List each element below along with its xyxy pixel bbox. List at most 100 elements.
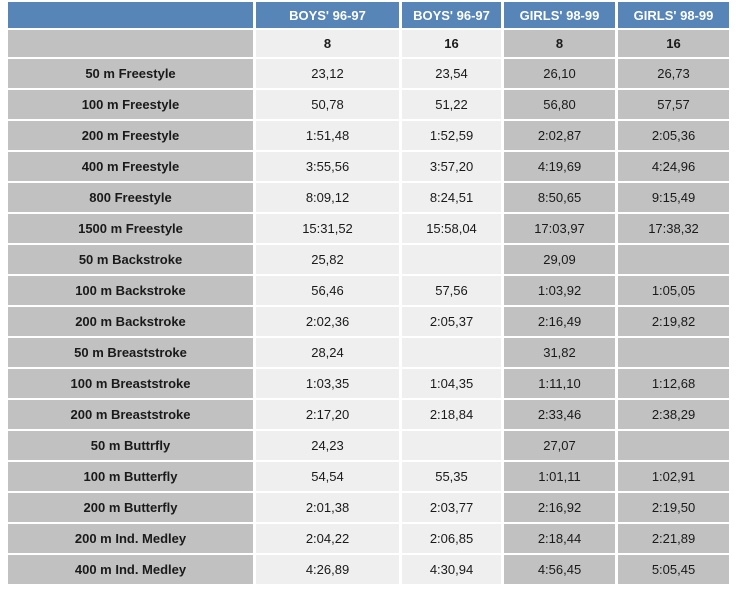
time-cell: 8:50,65 — [504, 183, 615, 212]
event-label: 800 Freestyle — [8, 183, 253, 212]
time-cell: 2:03,77 — [402, 493, 501, 522]
event-label: 200 m Breaststroke — [8, 400, 253, 429]
group-header-row: BOYS' 96-97 BOYS' 96-97 GIRLS' 98-99 GIR… — [8, 2, 729, 28]
time-cell: 1:11,10 — [504, 369, 615, 398]
table-row: 800 Freestyle 8:09,12 8:24,51 8:50,65 9:… — [8, 183, 729, 212]
time-cell: 2:18,84 — [402, 400, 501, 429]
event-label: 100 m Breaststroke — [8, 369, 253, 398]
table-row: 200 m Butterfly 2:01,38 2:03,77 2:16,92 … — [8, 493, 729, 522]
time-cell: 17:38,32 — [618, 214, 729, 243]
time-cell: 2:05,36 — [618, 121, 729, 150]
time-cell: 4:56,45 — [504, 555, 615, 584]
time-cell: 2:16,92 — [504, 493, 615, 522]
age-header-row: 8 16 8 16 — [8, 30, 729, 57]
event-label: 200 m Freestyle — [8, 121, 253, 150]
time-cell: 55,35 — [402, 462, 501, 491]
time-cell: 56,80 — [504, 90, 615, 119]
table-row: 200 m Freestyle 1:51,48 1:52,59 2:02,87 … — [8, 121, 729, 150]
time-cell: 56,46 — [256, 276, 399, 305]
table-row: 200 m Breaststroke 2:17,20 2:18,84 2:33,… — [8, 400, 729, 429]
event-label: 50 m Breaststroke — [8, 338, 253, 367]
time-cell — [618, 431, 729, 460]
time-cell: 4:24,96 — [618, 152, 729, 181]
event-label: 50 m Backstroke — [8, 245, 253, 274]
table-row: 50 m Backstroke 25,82 29,09 — [8, 245, 729, 274]
time-cell: 1:12,68 — [618, 369, 729, 398]
group-header-girls-2: GIRLS' 98-99 — [618, 2, 729, 28]
time-cell: 17:03,97 — [504, 214, 615, 243]
event-label: 1500 m Freestyle — [8, 214, 253, 243]
time-cell: 54,54 — [256, 462, 399, 491]
time-cell: 1:05,05 — [618, 276, 729, 305]
table-row: 100 m Breaststroke 1:03,35 1:04,35 1:11,… — [8, 369, 729, 398]
time-cell: 51,22 — [402, 90, 501, 119]
time-cell: 26,73 — [618, 59, 729, 88]
time-cell: 25,82 — [256, 245, 399, 274]
time-cell: 1:03,92 — [504, 276, 615, 305]
time-cell: 8:24,51 — [402, 183, 501, 212]
group-header-girls-1: GIRLS' 98-99 — [504, 2, 615, 28]
time-cell: 26,10 — [504, 59, 615, 88]
time-cell: 27,07 — [504, 431, 615, 460]
group-header-boys-2: BOYS' 96-97 — [402, 2, 501, 28]
time-cell: 23,12 — [256, 59, 399, 88]
time-cell: 3:55,56 — [256, 152, 399, 181]
corner-cell — [8, 2, 253, 28]
time-cell: 2:05,37 — [402, 307, 501, 336]
time-cell: 1:04,35 — [402, 369, 501, 398]
time-cell: 28,24 — [256, 338, 399, 367]
time-cell: 2:18,44 — [504, 524, 615, 553]
time-cell: 2:38,29 — [618, 400, 729, 429]
time-cell: 50,78 — [256, 90, 399, 119]
time-cell: 2:16,49 — [504, 307, 615, 336]
event-label: 200 m Ind. Medley — [8, 524, 253, 553]
time-cell: 2:19,82 — [618, 307, 729, 336]
time-cell: 31,82 — [504, 338, 615, 367]
time-cell: 2:19,50 — [618, 493, 729, 522]
event-label: 50 m Freestyle — [8, 59, 253, 88]
time-cell: 15:31,52 — [256, 214, 399, 243]
table-row: 50 m Buttrfly 24,23 27,07 — [8, 431, 729, 460]
time-cell: 2:01,38 — [256, 493, 399, 522]
time-cell: 2:02,87 — [504, 121, 615, 150]
table-row: 100 m Freestyle 50,78 51,22 56,80 57,57 — [8, 90, 729, 119]
time-cell: 24,23 — [256, 431, 399, 460]
event-label: 100 m Backstroke — [8, 276, 253, 305]
time-cell: 29,09 — [504, 245, 615, 274]
time-cell: 9:15,49 — [618, 183, 729, 212]
time-cell: 1:02,91 — [618, 462, 729, 491]
time-cell: 4:30,94 — [402, 555, 501, 584]
time-cell: 57,56 — [402, 276, 501, 305]
time-cell: 1:51,48 — [256, 121, 399, 150]
time-cell: 2:04,22 — [256, 524, 399, 553]
table-row: 100 m Backstroke 56,46 57,56 1:03,92 1:0… — [8, 276, 729, 305]
age-header-girls-16: 16 — [618, 30, 729, 57]
table-row: 200 m Backstroke 2:02,36 2:05,37 2:16,49… — [8, 307, 729, 336]
table-row: 100 m Butterfly 54,54 55,35 1:01,11 1:02… — [8, 462, 729, 491]
table-row: 50 m Breaststroke 28,24 31,82 — [8, 338, 729, 367]
table-row: 1500 m Freestyle 15:31,52 15:58,04 17:03… — [8, 214, 729, 243]
time-cell: 2:02,36 — [256, 307, 399, 336]
time-cell: 2:17,20 — [256, 400, 399, 429]
time-cell: 2:33,46 — [504, 400, 615, 429]
event-label: 400 m Freestyle — [8, 152, 253, 181]
event-label: 50 m Buttrfly — [8, 431, 253, 460]
event-label: 200 m Butterfly — [8, 493, 253, 522]
age-header-blank — [8, 30, 253, 57]
time-cell — [402, 338, 501, 367]
time-cell: 4:26,89 — [256, 555, 399, 584]
time-cell: 5:05,45 — [618, 555, 729, 584]
age-header-boys-8: 8 — [256, 30, 399, 57]
time-cell: 1:03,35 — [256, 369, 399, 398]
time-cell: 3:57,20 — [402, 152, 501, 181]
event-label: 400 m Ind. Medley — [8, 555, 253, 584]
time-cell: 1:52,59 — [402, 121, 501, 150]
time-cell — [402, 431, 501, 460]
age-header-girls-8: 8 — [504, 30, 615, 57]
time-cell — [618, 338, 729, 367]
time-cell — [402, 245, 501, 274]
time-cell: 4:19,69 — [504, 152, 615, 181]
table-row: 400 m Freestyle 3:55,56 3:57,20 4:19,69 … — [8, 152, 729, 181]
table-row: 50 m Freestyle 23,12 23,54 26,10 26,73 — [8, 59, 729, 88]
age-header-boys-16: 16 — [402, 30, 501, 57]
